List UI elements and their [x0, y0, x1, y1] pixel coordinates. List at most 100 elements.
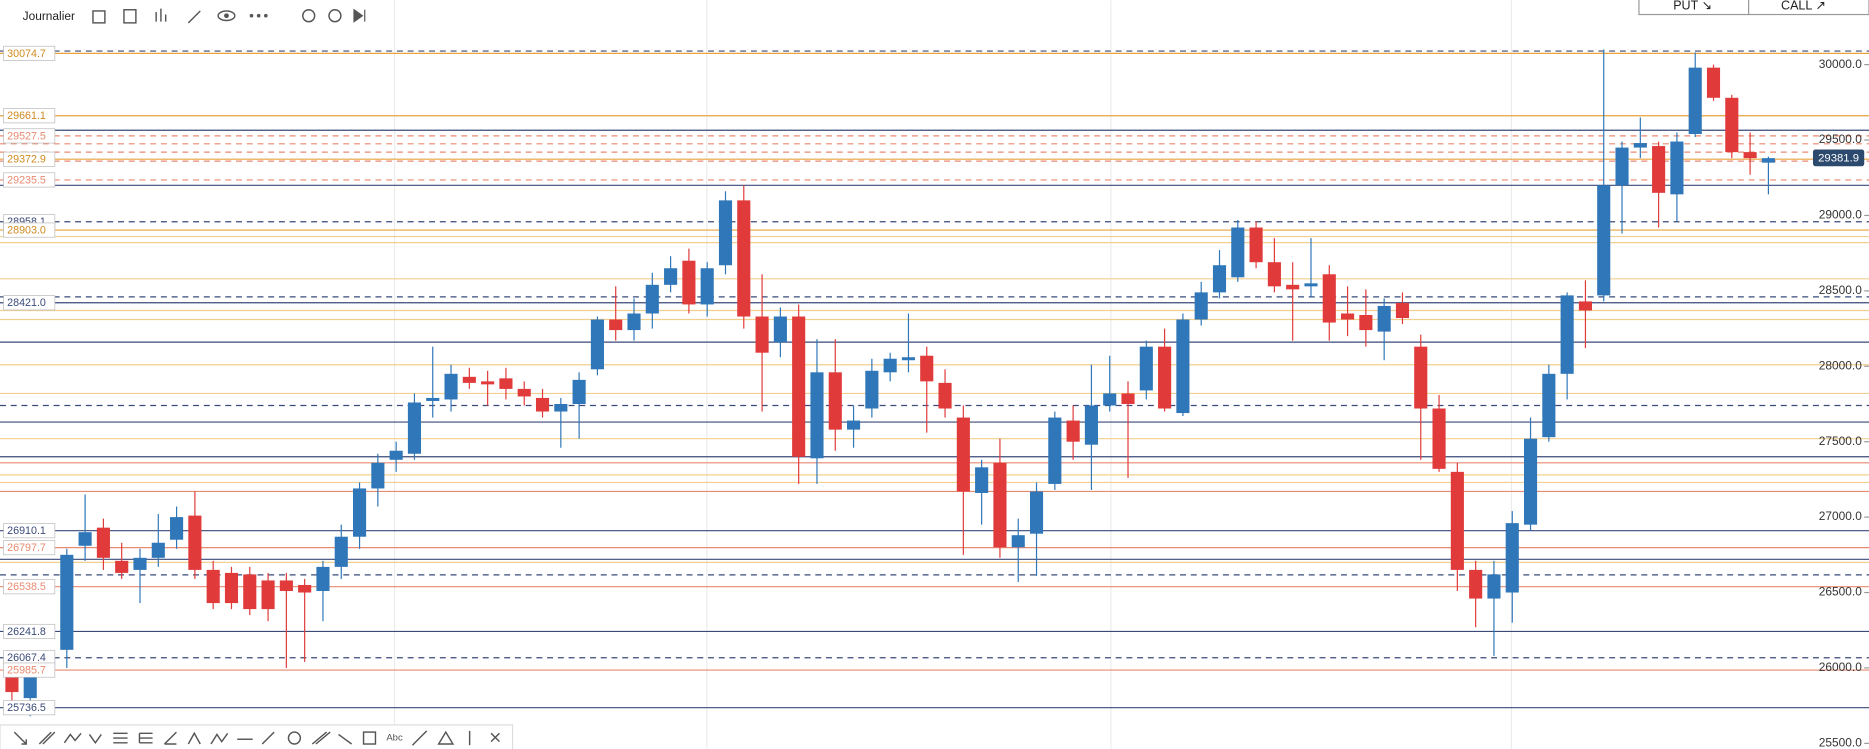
y-tick-label: 26500.0 [1819, 585, 1862, 599]
candle-body [1560, 295, 1574, 374]
candle-body [115, 560, 129, 573]
candle-body [1176, 319, 1190, 414]
fib-ext-tool[interactable] [138, 732, 153, 744]
circle-tool[interactable] [287, 731, 302, 745]
candle-body [535, 397, 550, 412]
level-tag-label: 25736.5 [7, 702, 46, 714]
candle-body [353, 488, 367, 537]
candle-body [1633, 143, 1647, 148]
level-tag-label: 26241.8 [7, 626, 46, 638]
candle-body [151, 542, 165, 558]
zoom-in-icon[interactable] [328, 9, 342, 23]
gann-tool[interactable] [163, 731, 177, 745]
candle-body [1450, 471, 1464, 570]
candle-body [1688, 67, 1702, 135]
candle-body [956, 417, 970, 492]
pattern-tool[interactable] [210, 732, 229, 745]
candle-body [1084, 405, 1098, 445]
level-tag [3, 662, 56, 678]
level-tag [3, 540, 56, 556]
time-grid [393, 0, 1513, 749]
line-tool[interactable] [411, 730, 428, 746]
candle-body [700, 268, 714, 305]
y-tick-label: 27500.0 [1819, 434, 1862, 448]
level-tag-label: 26538.5 [7, 581, 46, 593]
arrow-tool[interactable] [13, 731, 27, 745]
candle-body [1706, 67, 1721, 98]
candle-body [682, 260, 696, 305]
candle-body [444, 373, 458, 400]
indicators-icon[interactable] [155, 8, 167, 22]
level-tag [3, 151, 56, 167]
text-tool[interactable]: Abc [386, 733, 403, 744]
candle-body [1615, 147, 1629, 186]
candle-body [1194, 292, 1208, 320]
candle-body [1432, 408, 1446, 469]
candle-body [1048, 417, 1062, 484]
candle-body [1322, 274, 1336, 323]
candle-body [1414, 346, 1428, 409]
candles [5, 49, 1775, 717]
candle-body [1523, 438, 1538, 525]
dot [264, 13, 268, 18]
zoom-out-icon[interactable] [302, 9, 316, 23]
candle-body [1597, 185, 1611, 296]
candle-body [1212, 265, 1227, 293]
candle-body [1249, 227, 1263, 263]
candle-body [828, 372, 842, 430]
pencil-tool[interactable] [261, 731, 275, 745]
triangle-tool[interactable] [437, 730, 455, 745]
candle-body [170, 517, 184, 540]
candle-body [334, 536, 348, 567]
candle-body [975, 467, 989, 493]
candle-body [1743, 152, 1757, 159]
candle-body [298, 584, 312, 593]
candle-body [517, 388, 531, 397]
candle-body [462, 376, 476, 383]
view-icon[interactable] [217, 10, 236, 22]
candle-body [133, 557, 147, 570]
call-button[interactable] [1748, 0, 1869, 16]
scroll-end-icon[interactable] [353, 8, 366, 23]
close-toolbar[interactable] [490, 732, 500, 743]
pitchfork-tool[interactable] [187, 731, 201, 745]
path-tool[interactable] [63, 732, 82, 744]
parallel-tool[interactable] [311, 731, 331, 745]
channel-tool[interactable] [38, 731, 56, 745]
y-tick-label: 26000.0 [1819, 660, 1862, 674]
wave-tool[interactable] [88, 734, 102, 745]
candle-body [627, 313, 641, 331]
more-icon[interactable] [249, 13, 268, 18]
level-tag-label: 30074.7 [7, 48, 46, 60]
candle-body [609, 319, 623, 331]
candle-body [1578, 301, 1592, 311]
rect-tool[interactable] [362, 731, 377, 745]
candle-body [883, 358, 897, 373]
candle-body [1066, 420, 1080, 442]
candle-body [645, 284, 659, 314]
candle-body [316, 566, 330, 592]
timeframe-select[interactable]: Journalier [23, 9, 75, 23]
level-tag [3, 45, 56, 61]
candle-body [1121, 393, 1135, 404]
calendar-icon[interactable] [92, 10, 106, 24]
level-tag [3, 172, 56, 188]
fib-tool[interactable] [113, 732, 128, 744]
current-price-label: 29381.9 [1818, 152, 1859, 164]
candle-body [499, 378, 513, 389]
candle-body [279, 580, 293, 592]
segment-tool[interactable] [338, 733, 353, 745]
dot [256, 13, 261, 18]
price-axis: 25500.0 26000.0 26500.0 27000.0 27500.0 28000… [1812, 57, 1869, 749]
candle-body [243, 574, 257, 610]
candle-body [261, 580, 275, 610]
candle-body [96, 527, 110, 558]
candle-body [1395, 302, 1410, 319]
chart-type-icon[interactable] [123, 9, 137, 24]
y-tick-label: 29500.0 [1819, 132, 1862, 146]
candle-body [1487, 574, 1501, 599]
candle-body [407, 402, 422, 454]
level-tag-label: 28903.0 [7, 225, 46, 237]
draw-icon[interactable] [187, 10, 201, 24]
